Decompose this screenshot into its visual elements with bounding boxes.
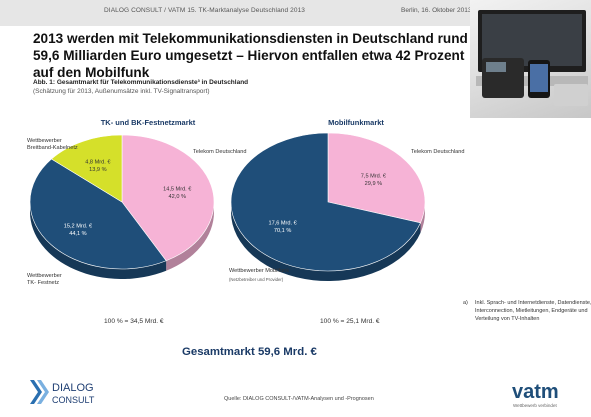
label-kabel-line2: Breitband-Kabelnetz [27,144,78,151]
label-mobilfunk: Wettbewerber Mobilfunk [229,268,290,274]
total-festnetz: 100 % = 34,5 Mrd. € [104,318,164,325]
footnote-marker: a) [463,300,468,306]
pie-mobilfunk-value-1: 17,6 Mrd. € [268,221,297,227]
vatm-logo: vatm Wettbewerb verbindet [510,378,580,410]
dialog-consult-logo: DIALOG CONSULT [28,376,118,408]
label-kabel: Wettbewerber Breitband-Kabelnetz [27,138,78,151]
pie-festnetz-side-1 [30,202,167,279]
header-date: Berlin, 16. Oktober 2013 [401,7,472,14]
pie-festnetz-value-0: 14,5 Mrd. € [163,187,192,193]
label-mobilfunk-sub: (Netzbetreiber und Provider) [229,277,284,282]
pie-festnetz-slice-2 [50,134,123,203]
figure-caption: Abb. 1: Gesamtmarkt für Telekommunikatio… [33,79,249,86]
slide-headline: 2013 werden mit Telekommunikationsdienst… [33,31,468,80]
header-band [0,0,470,26]
header-title: DIALOG CONSULT / VATM 15. TK-Marktanalys… [104,7,305,14]
dialog-logo-text-2: CONSULT [52,395,95,405]
chart-title-festnetz: TK- und BK-Festnetzmarkt [100,118,196,127]
pie-mobilfunk-slice-1 [230,132,421,272]
pie-festnetz-value-1: 15,2 Mrd. € [64,223,93,229]
chart-title-mobilfunk: Mobilfunkmarkt [328,118,384,127]
label-tk-line2: TK- Festnetz [27,279,60,286]
pie-festnetz-percent-0: 42,0 % [169,194,186,200]
pie-festnetz-side-0 [166,202,214,271]
dialog-logo-text-1: DIALOG [52,382,94,394]
label-telekom-left: Telekom Deutschland [193,149,247,155]
pie-festnetz-percent-1: 44,1 % [69,231,86,237]
source-note: Quelle: DIALOG CONSULT-/VATM-Analysen un… [224,396,374,402]
total-mobilfunk: 100 % = 25,1 Mrd. € [320,318,380,325]
grand-total: Gesamtmarkt 59,6 Mrd. € [182,346,317,358]
slide-header: DIALOG CONSULT / VATM 15. TK-Marktanalys… [0,0,591,26]
pie-festnetz-value-2: 4,8 Mrd. € [85,159,111,165]
pie-festnetz-slice-0 [121,134,215,262]
pie-festnetz-slice-1 [29,158,167,270]
label-telekom-right: Telekom Deutschland [411,149,465,155]
pie-mobilfunk-percent-1: 70,1 % [274,228,291,234]
pie-mobilfunk-percent-0: 29,9 % [365,181,382,187]
label-tk-festnetz: Wettbewerber TK- Festnetz [27,273,62,286]
vatm-logo-text: vatm [512,381,559,403]
figure-subcaption: (Schätzung für 2013, Außenumsätze inkl. … [33,88,210,95]
pie-mobilfunk-slice-0 [327,132,426,224]
pie-mobilfunk-value-0: 7,5 Mrd. € [361,173,387,179]
label-kabel-line1: Wettbewerber [27,138,62,144]
vatm-logo-tagline: Wettbewerb verbindet [513,403,557,408]
header-photo [470,0,591,118]
label-tk-line1: Wettbewerber [27,273,62,279]
footnote-text: Inkl. Sprach- und Internetdienste, Daten… [475,300,591,322]
pie-festnetz-percent-2: 13,9 % [89,167,106,173]
